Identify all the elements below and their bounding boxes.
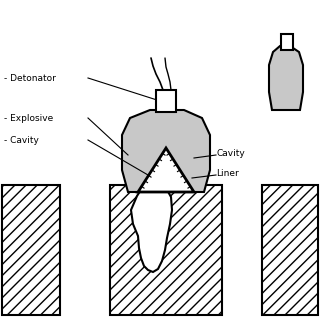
Polygon shape bbox=[131, 185, 172, 272]
Bar bbox=[262, 185, 318, 315]
Polygon shape bbox=[138, 148, 194, 192]
Text: - Explosive: - Explosive bbox=[4, 114, 53, 123]
Text: Liner: Liner bbox=[216, 169, 239, 178]
Text: Cavity: Cavity bbox=[216, 148, 245, 157]
Text: - Detonator: - Detonator bbox=[4, 74, 56, 83]
Polygon shape bbox=[122, 110, 210, 192]
Bar bbox=[156, 90, 176, 112]
Bar bbox=[2, 185, 60, 315]
Polygon shape bbox=[269, 46, 303, 110]
Text: - Cavity: - Cavity bbox=[4, 135, 39, 145]
Bar bbox=[281, 34, 293, 50]
Bar bbox=[110, 185, 222, 315]
